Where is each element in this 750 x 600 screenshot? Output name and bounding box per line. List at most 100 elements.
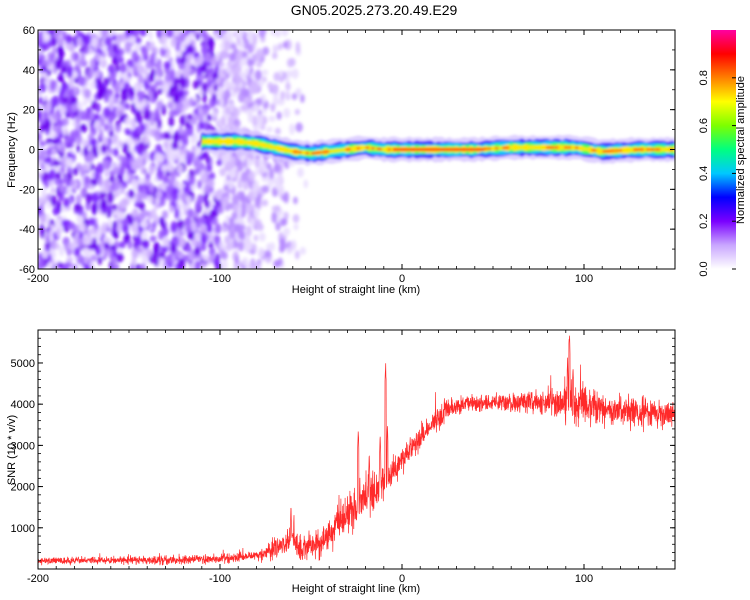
spectrogram-noise-cell <box>38 206 42 213</box>
spectrogram-noise-cell <box>85 248 91 257</box>
spectrogram-noise-cell <box>61 60 69 68</box>
spectrogram-noise-cell <box>97 177 103 187</box>
track-peak <box>387 148 392 151</box>
spectrogram-noise-cell <box>100 224 107 235</box>
track-peak <box>305 151 310 155</box>
spectrogram-noise-cell <box>102 159 111 170</box>
spectrogram-noise-cell <box>161 246 169 254</box>
spectrogram-noise-cell <box>132 215 141 222</box>
spectrogram-noise-cell <box>52 159 61 167</box>
snr-y-label: SNR (10 * v/v) <box>6 415 18 485</box>
spectrogram-noise-cell <box>115 106 121 118</box>
track-peak <box>371 147 375 150</box>
spectrogram-noise-cell <box>241 257 249 267</box>
spectrogram-noise-cell <box>136 195 143 204</box>
spectrogram-noise-cell <box>214 223 222 234</box>
spectrogram-noise-cell <box>254 158 260 169</box>
spectrogram-noise-cell <box>85 193 92 205</box>
spectrogram-noise-cell <box>62 125 68 136</box>
spectrogram-noise-cell <box>292 213 300 223</box>
spectrogram-noise-cell <box>206 114 212 122</box>
spectrogram-noise-cell <box>116 252 124 262</box>
spectrogram-noise-cell <box>221 259 228 269</box>
spectrogram-noise-cell <box>154 130 163 142</box>
spectrogram-signal-track <box>201 128 675 167</box>
spectrogram-noise-cell <box>269 168 274 180</box>
track-peak <box>347 148 352 151</box>
spectrogram-noise-cell <box>197 113 205 122</box>
spectrogram-noise-cell <box>219 167 227 177</box>
spectrogram-noise-cell <box>54 59 61 70</box>
spectrogram-noise-cell <box>215 51 221 62</box>
spectrogram-noise-cell <box>241 208 246 218</box>
track-peak <box>593 149 597 152</box>
spectrogram-y-tick-label: 0 <box>29 145 35 157</box>
snr-x-tick-label: 0 <box>399 573 405 585</box>
spectrogram-noise-cell <box>61 206 67 213</box>
spectrogram-noise-cell <box>249 80 257 91</box>
spectrogram-noise-cell <box>173 180 180 188</box>
snr-x-tick-label: -200 <box>27 573 49 585</box>
spectrogram-y-tick-label: -20 <box>19 184 35 196</box>
spectrogram-noise-cell <box>141 98 148 107</box>
spectrogram-heatmap <box>38 30 675 269</box>
spectrogram-noise-cell <box>269 242 276 252</box>
spectrogram-noise-cell <box>68 43 75 53</box>
spectrogram-noise-cell <box>251 115 258 127</box>
spectrogram-noise-cell <box>160 30 167 38</box>
spectrogram-noise-cell <box>113 183 121 191</box>
spectrogram-noise-cell <box>118 114 126 123</box>
spectrogram-noise-cell <box>188 127 194 137</box>
spectrogram-noise-cell <box>206 87 212 94</box>
spectrogram-noise-cell <box>109 175 116 183</box>
spectrogram-noise-cell <box>185 195 192 206</box>
spectrogram-noise-cell <box>240 104 248 112</box>
track-peak <box>356 147 361 150</box>
spectrogram-noise-cell <box>228 230 236 240</box>
spectrogram-noise-cell <box>145 59 152 70</box>
spectrogram-noise-cell <box>55 171 61 180</box>
spectrogram-noise-cell <box>266 126 273 133</box>
spectrogram-noise-cell <box>235 51 242 63</box>
spectrogram-noise-cell <box>153 256 160 267</box>
spectrogram-noise-cell <box>140 164 146 175</box>
spectrogram-noise-cell <box>155 66 163 77</box>
spectrogram-noise-cell <box>164 73 170 83</box>
spectrogram-noise-cell <box>196 140 202 148</box>
spectrogram-noise-cell <box>180 55 186 65</box>
spectrogram-noise-cell <box>245 225 253 237</box>
track-peak <box>325 150 330 153</box>
spectrogram-noise-cell <box>275 221 281 232</box>
spectrogram-noise-cell <box>124 117 132 126</box>
spectrogram-noise-cell <box>201 107 209 116</box>
spectrogram-noise-cell <box>55 227 61 238</box>
spectrogram-noise-cell <box>134 235 142 247</box>
colorbar-tick-label: 0.6 <box>698 118 710 133</box>
spectrogram-noise-cell <box>231 211 238 220</box>
spectrogram-noise-cell <box>149 53 156 65</box>
spectrogram-noise-cell <box>95 246 101 256</box>
spectrogram-noise-cell <box>45 59 52 67</box>
track-peak-segment <box>392 148 484 151</box>
spectrogram-noise-cell <box>200 173 208 183</box>
spectrogram-noise-cell <box>223 184 228 192</box>
spectrogram-noise-cell <box>98 128 104 140</box>
spectrogram-noise-cell <box>112 166 120 175</box>
spectrogram-noise-cell <box>135 245 142 254</box>
spectrogram-noise-cell <box>225 244 233 252</box>
spectrogram-noise-cell <box>184 35 192 47</box>
spectrogram-noise-cell <box>128 86 135 97</box>
spectrogram-noise-cell <box>83 111 91 121</box>
spectrogram-noise-cell <box>149 235 157 243</box>
spectrogram-noise-cell <box>118 241 126 249</box>
spectrogram-noise-cell <box>100 144 108 154</box>
spectrogram-noise-cell <box>293 223 299 231</box>
spectrogram-noise-cell <box>83 146 88 157</box>
spectrogram-noise-cell <box>42 171 49 181</box>
spectrogram-noise-cell <box>195 199 202 212</box>
spectrogram-noise-cell <box>161 222 167 230</box>
spectrogram-noise-cell <box>48 168 57 180</box>
spectrogram-noise-cell <box>139 263 147 269</box>
snr-x-axis: -200 -100 0 100 <box>27 330 676 585</box>
